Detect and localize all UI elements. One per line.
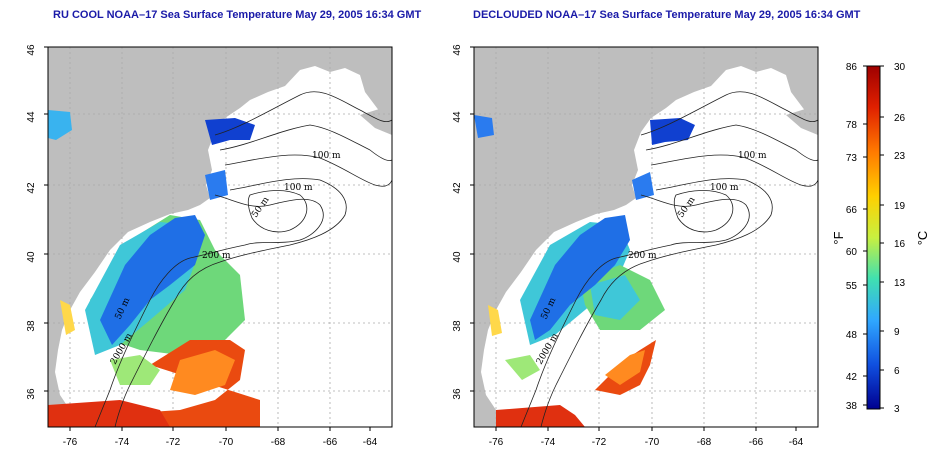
x-tick-label: -72 (166, 437, 181, 448)
contour-label: 100 m (738, 151, 767, 161)
y-tick-label: 38 (452, 320, 463, 332)
sst-blue-shelf (100, 215, 205, 345)
x-tick-label: -66 (749, 437, 764, 448)
celsius-tick: 6 (894, 366, 900, 377)
x-tick-label: -64 (789, 437, 804, 448)
celsius-tick: 26 (894, 113, 906, 124)
y-tick-label: 44 (452, 111, 463, 123)
fahrenheit-tick: 66 (846, 205, 858, 216)
contour-label: 100 m (284, 183, 313, 193)
x-tick-label: -76 (63, 437, 78, 448)
y-tick-label: 42 (26, 182, 37, 194)
celsius-tick: 23 (894, 151, 906, 162)
contour-label: 100 m (710, 183, 739, 193)
bathymetry-contours (94, 91, 392, 427)
fahrenheit-tick: 78 (846, 120, 858, 131)
y-tick-label: 40 (26, 251, 37, 263)
x-tick-label: -70 (645, 437, 660, 448)
x-tick-label: -74 (541, 437, 556, 448)
map-panel-right: 100 m 100 m 50 m 200 m 50 m 2000 m 46 44… (452, 44, 819, 448)
y-tick-label: 42 (452, 182, 463, 194)
celsius-tick: 13 (894, 278, 906, 289)
contour-label: 100 m (312, 151, 341, 161)
fahrenheit-tick: 86 (846, 62, 858, 73)
x-tick-label: -74 (115, 437, 130, 448)
map-panel-left: 100 m 100 m 50 m 200 m 50 m 2000 m 46 44… (26, 44, 393, 448)
sst-deep-blue (650, 118, 695, 145)
land-mass (474, 47, 818, 427)
y-tick-label: 36 (452, 388, 463, 400)
x-tick-label: -72 (592, 437, 607, 448)
colorbar-gradient (866, 65, 881, 410)
x-tick-label: -64 (363, 437, 378, 448)
fahrenheit-tick: 55 (846, 281, 858, 292)
celsius-unit-label: °C (915, 231, 930, 246)
y-tick-label: 46 (452, 44, 463, 56)
colorbar: 86 78 73 66 60 55 48 42 38 30 26 23 19 1… (831, 62, 930, 415)
sst-blue-shelf (530, 215, 630, 340)
celsius-tick: 19 (894, 201, 906, 212)
celsius-tick: 30 (894, 62, 906, 73)
y-tick-label: 36 (26, 388, 37, 400)
fahrenheit-tick: 73 (846, 153, 858, 164)
x-tick-label: -66 (323, 437, 338, 448)
y-tick-label: 40 (452, 251, 463, 263)
x-tick-label: -76 (489, 437, 504, 448)
celsius-tick: 16 (894, 239, 906, 250)
y-tick-label: 44 (26, 111, 37, 123)
celsius-tick: 3 (894, 404, 900, 415)
panel-title-right: DECLOUDED NOAA–17 Sea Surface Temperatur… (473, 9, 861, 21)
y-tick-label: 38 (26, 320, 37, 332)
bathymetry-contours (520, 91, 818, 427)
fahrenheit-tick: 60 (846, 247, 858, 258)
fahrenheit-tick: 48 (846, 330, 858, 341)
y-tick-label: 46 (26, 44, 37, 56)
x-tick-label: -68 (271, 437, 286, 448)
x-tick-label: -70 (219, 437, 234, 448)
contour-label: 200 m (628, 251, 657, 261)
fahrenheit-tick: 42 (846, 372, 858, 383)
fahrenheit-tick: 38 (846, 401, 858, 412)
x-tick-label: -68 (697, 437, 712, 448)
celsius-tick: 9 (894, 327, 900, 338)
fahrenheit-unit-label: °F (831, 231, 846, 244)
land-mass (48, 47, 392, 427)
panel-title-left: RU COOL NOAA–17 Sea Surface Temperature … (53, 9, 422, 21)
contour-label: 200 m (202, 251, 231, 261)
